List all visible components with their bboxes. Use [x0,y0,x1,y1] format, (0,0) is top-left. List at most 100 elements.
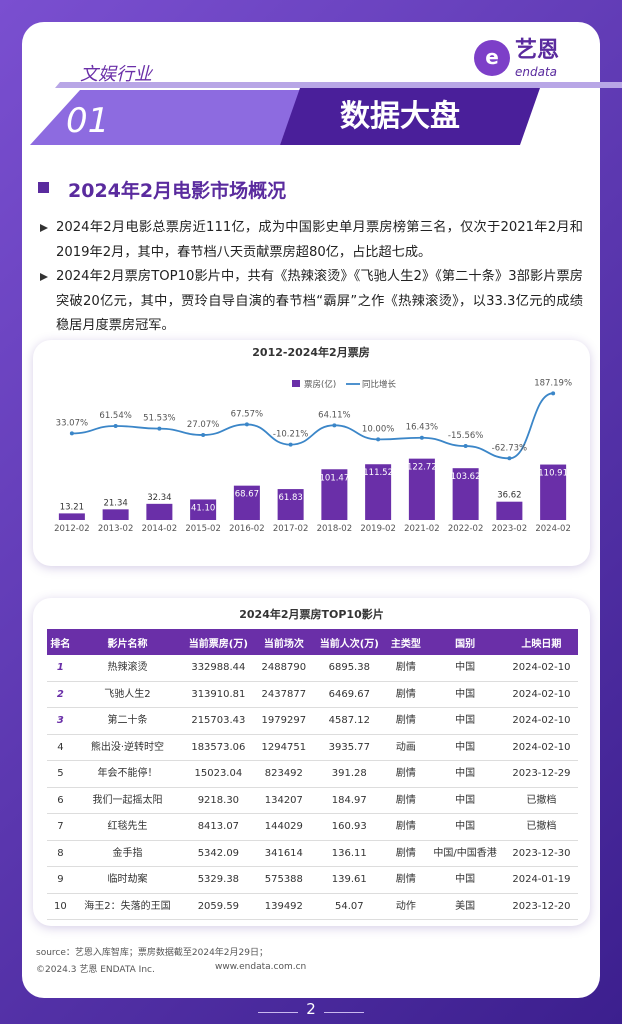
column-header: 当前场次 [255,629,313,655]
divider [258,1012,298,1013]
chart-card [33,340,590,566]
bar [540,464,567,520]
table-cell: 年会不能停！ [73,760,182,788]
website: www.endata.com.cn [215,962,307,972]
table-cell: 中国 [425,760,505,788]
column-header: 国别 [425,629,505,655]
table-cell: 中国/中国香港 [425,840,505,867]
svg-text:e: e [485,45,499,69]
table-row: 1 热辣滚烫 332988.44 2488790 6895.38 剧情 中国 2024-02-… [47,655,578,682]
table-cell: 已撤档 [504,787,578,814]
source: source：艺恩入库智库；票房数据截至2024年2月29日； [36,948,268,958]
table-cell: 7 [47,813,74,841]
table-cell: 2024-02-10 [504,681,578,708]
line-point [157,426,162,431]
table-cell: 中国 [425,734,505,761]
bar-label: 32.34 [147,493,171,503]
bar [277,489,304,520]
table-cell: 2437877 [255,681,313,708]
bar [365,464,392,520]
table-cell: 4 [47,734,74,761]
table-cell: 10 [47,893,74,920]
table-row: 10 海王2：失落的王国 2059.59 139492 54.07 动作 美国 2023-12… [47,893,578,920]
bar [496,501,523,520]
bar-label: 110.91 [538,469,568,479]
table-cell: 9 [47,866,74,894]
x-tick-label: 2021-02 [404,524,440,534]
line-point [244,422,249,427]
table-cell: 15023.04 [181,760,256,788]
line-label: 16.43% [406,423,438,433]
table-cell: 剧情 [386,655,426,682]
table-cell: 313910.81 [181,681,256,708]
x-tick-label: 2016-02 [229,524,265,534]
line-label: -10.21% [273,430,308,440]
x-tick-label: 2014-02 [142,524,178,534]
table-cell: 金手指 [73,840,182,867]
table-cell: 中国 [425,681,505,708]
x-tick-label: 2023-02 [492,524,528,534]
bar [233,485,260,520]
x-tick-label: 2024-02 [535,524,571,534]
column-header: 主类型 [386,629,426,655]
line-point [201,432,206,437]
line-label: -15.56% [448,431,483,441]
line-label: 27.07% [187,420,219,430]
line-label: -62.73% [492,443,527,453]
bar [190,499,217,520]
bar-label: 111.52 [363,468,393,478]
table-cell: 2023-12-20 [504,893,578,920]
table-row: 6 我们一起摇太阳 9218.30 134207 184.97 剧情 中国 已撤档 [47,787,578,814]
bar [58,513,85,520]
table-cell: 2024-02-10 [504,707,578,735]
table-cell: 8 [47,840,74,867]
line-label: 67.57% [231,409,263,419]
table-cell: 6895.38 [312,655,387,682]
table-cell: 动作 [386,893,426,920]
table-cell: 3935.77 [312,734,387,761]
logo-sub: endata [515,65,557,79]
table-cell: 823492 [255,760,313,788]
line-point [419,435,424,440]
column-header: 当前人次(万) [312,629,387,655]
table-cell: 160.93 [312,813,387,841]
table-cell: 4587.12 [312,707,387,735]
table-cell: 美国 [425,893,505,920]
page-number: 2 [306,1000,316,1018]
table-cell: 3 [47,707,74,735]
x-tick-label: 2013-02 [98,524,134,534]
logo-name: 艺恩 [515,37,559,63]
table-cell: 136.11 [312,840,387,867]
section-number: 01 [66,101,109,141]
line-point [332,423,337,428]
table-cell: 剧情 [386,840,426,867]
table-cell: 5329.38 [181,866,256,894]
table-cell: 中国 [425,866,505,894]
table-cell: 332988.44 [181,655,256,682]
bar-label: 21.34 [103,498,127,508]
table-cell: 2024-02-10 [504,655,578,682]
x-tick-label: 2012-02 [54,524,90,534]
table-cell: 1979297 [255,707,313,735]
table-cell: 1 [47,655,74,682]
bar [321,469,348,520]
table-cell: 1294751 [255,734,313,761]
column-header: 上映日期 [504,629,578,655]
bar-label: 122.72 [407,463,437,473]
table-cell: 2023-12-29 [504,760,578,788]
line-point [69,431,74,436]
table-cell: 391.28 [312,760,387,788]
table-cell: 临时劫案 [73,866,182,894]
table-cell: 飞驰人生2 [73,681,182,708]
table-cell: 海王2：失落的王国 [73,893,182,920]
table-cell: 动画 [386,734,426,761]
x-tick-label: 2019-02 [360,524,396,534]
bullets: 2024年2月电影总票房近111亿，成为中国影史单月票房榜第三名，仅次于2021… [38,216,583,339]
bullet: 2024年2月票房TOP10影片中，共有《热辣滚烫》《飞驰人生2》《第二十条》3… [38,265,583,339]
legend-label: 同比增长 [362,379,397,390]
table-cell: 6469.67 [312,681,387,708]
table-row: 8 金手指 5342.09 341614 136.11 剧情 中国/中国香港 2023-12-… [47,840,578,867]
table-cell: 剧情 [386,707,426,735]
x-tick-label: 2015-02 [185,524,221,534]
table-row: 7 红毯先生 8413.07 144029 160.93 剧情 中国 已撤档 [47,813,578,841]
